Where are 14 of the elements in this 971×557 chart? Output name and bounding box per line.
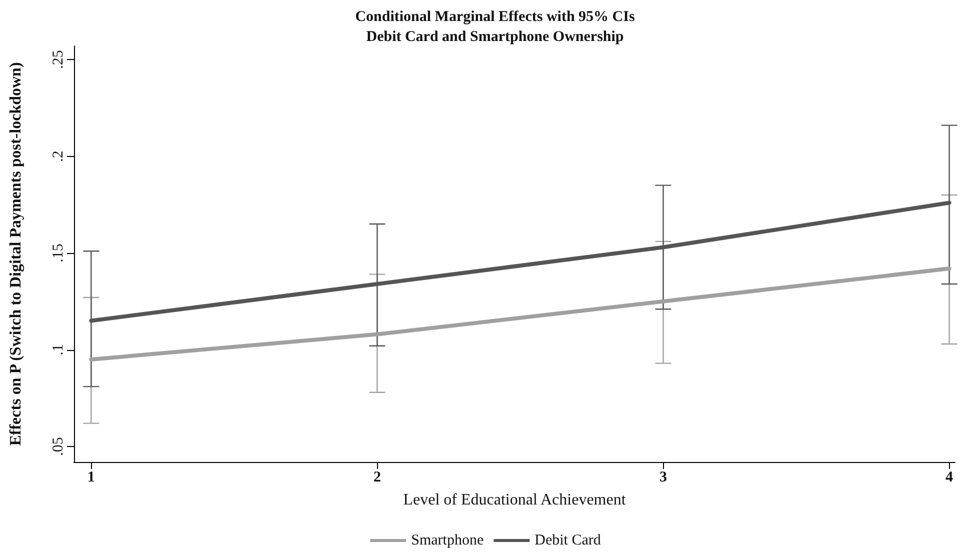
x-tick-label: 2 [373,470,381,486]
y-tick-label: .2 [50,150,66,162]
y-tick-label: .05 [50,437,66,456]
y-tick-label: .1 [50,344,66,356]
y-tick-label: .15 [50,244,66,262]
x-tick-label: 1 [87,470,95,486]
x-tick-label: 4 [946,470,954,486]
legend-label: Debit Card [534,532,602,548]
legend-label: Smartphone [411,532,484,548]
y-tick-label: .25 [50,50,66,69]
y-axis-title: Effects on P (Switch to Digital Payments post-lockdown) [8,62,24,446]
chart-title: Conditional Marginal Effects with 95% CIs Debit Card and Smartphone Ownership [355,9,635,45]
x-axis-title: Level of Educational Achievement [403,492,626,508]
x-tick-label: 3 [659,470,667,486]
